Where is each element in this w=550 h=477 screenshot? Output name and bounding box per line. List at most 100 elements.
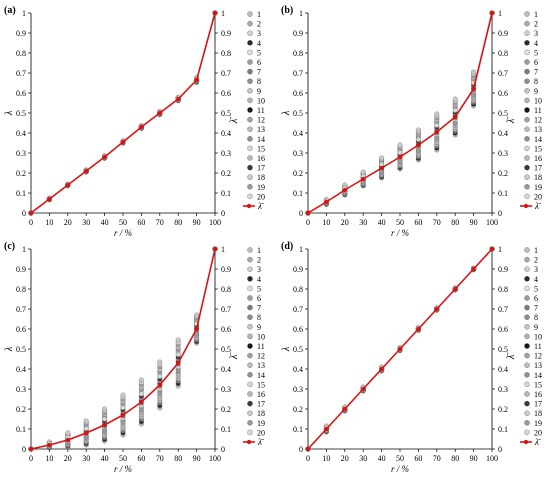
mean-point	[28, 446, 34, 452]
data-point	[102, 406, 108, 412]
y2-tick-label: 0	[498, 209, 502, 218]
y-tick-label: 0.8	[16, 285, 26, 294]
legend-label: 2	[534, 20, 538, 29]
y-tick-label: 0.6	[16, 325, 26, 334]
legend-marker	[247, 333, 253, 340]
mean-point	[28, 210, 34, 216]
y-tick-label: 0.9	[293, 29, 303, 38]
legend-marker	[247, 126, 253, 132]
y-tick-label: 0.5	[293, 345, 303, 354]
legend-marker	[524, 333, 530, 340]
data-point	[397, 158, 403, 164]
y2-tick-label: 1	[498, 245, 502, 254]
mean-point	[176, 360, 181, 366]
data-point	[397, 150, 403, 156]
y2-tick-label: 0.8	[221, 49, 231, 58]
legend-label: 20	[257, 192, 265, 201]
legend-marker	[524, 40, 530, 46]
legend-marker	[247, 410, 253, 416]
data-point	[452, 121, 458, 127]
y2-tick-label: 0.3	[498, 385, 508, 394]
mean-point	[434, 129, 439, 135]
legend-marker	[247, 304, 253, 311]
x-tick-label: 70	[433, 218, 441, 227]
mean-point	[212, 246, 218, 252]
y2-tick-label: 0.1	[221, 425, 231, 434]
legend-marker	[524, 184, 530, 190]
y-tick-label: 0.5	[16, 109, 26, 118]
legend-label: 14	[534, 135, 542, 144]
mean-point	[471, 266, 476, 272]
legend-label: 2	[257, 256, 261, 265]
data-point	[138, 391, 144, 397]
y2-tick-label: 0.7	[221, 305, 231, 314]
y2-tick-label: 0.3	[498, 149, 508, 158]
legend-label: 17	[257, 400, 265, 409]
legend-label: 16	[257, 154, 265, 163]
mean-point	[139, 399, 144, 405]
legend-marker	[524, 362, 530, 368]
legend-marker	[247, 391, 253, 397]
data-point	[83, 434, 89, 440]
legend-label: 16	[534, 390, 542, 399]
legend-marker	[247, 155, 253, 161]
y-tick-label: 0.8	[293, 285, 303, 294]
x-tick-label: 40	[378, 454, 386, 463]
legend-label: 18	[534, 409, 542, 418]
legend-label: 1	[257, 246, 261, 255]
y2-tick-label: 0.6	[498, 89, 508, 98]
legend-label: 4	[257, 275, 261, 284]
legend-marker	[524, 304, 530, 311]
legend-marker	[247, 107, 253, 113]
legend-label: 11	[257, 342, 265, 351]
legend-marker	[524, 30, 530, 36]
legend-marker	[247, 285, 253, 292]
mean-point	[84, 168, 89, 174]
x-tick-label: 30	[359, 454, 367, 463]
data-point	[452, 107, 458, 113]
mean-line	[30, 12, 216, 214]
legend-marker	[524, 276, 530, 282]
mean-point	[453, 114, 458, 120]
legend-marker	[247, 174, 253, 180]
legend-marker	[524, 126, 530, 132]
legend-marker	[247, 362, 253, 368]
y2-tick-label: 0.1	[498, 189, 508, 198]
x-tick-label: 30	[82, 454, 90, 463]
legend-label: 4	[534, 39, 538, 48]
y2-axis-label: λ̄	[506, 352, 517, 360]
legend-label: 7	[534, 304, 538, 313]
data-point	[471, 92, 477, 98]
x-tick-label: 60	[137, 454, 145, 463]
legend-marker	[524, 429, 530, 436]
legend-marker	[524, 420, 530, 426]
y-axis-label: λ	[281, 110, 292, 116]
y2-axis-label: λ̄	[229, 116, 240, 124]
data-point	[65, 430, 71, 436]
x-axis-label: r / %	[114, 464, 132, 474]
mean-point	[157, 382, 162, 388]
legend-marker	[247, 97, 253, 104]
y-tick-label: 0.1	[293, 425, 303, 434]
legend-marker	[247, 314, 253, 320]
legend-marker	[247, 78, 253, 84]
legend-label: 3	[257, 29, 261, 38]
y-tick-label: 0.1	[16, 425, 26, 434]
mean-point	[416, 326, 421, 332]
y-tick-label: 0	[299, 445, 303, 454]
y-tick-label: 0.7	[293, 69, 303, 78]
mean-point	[361, 176, 366, 182]
legend-label: 11	[257, 106, 265, 115]
mean-point	[102, 154, 107, 160]
y2-tick-label: 0.6	[221, 325, 231, 334]
y2-tick-label: 0.7	[498, 305, 508, 314]
data-point	[452, 96, 458, 102]
mean-point	[157, 110, 162, 116]
mean-point	[84, 430, 89, 436]
legend-marker	[524, 372, 530, 378]
y-tick-label: 0.3	[293, 149, 303, 158]
legend-marker	[524, 59, 530, 65]
x-tick-label: 30	[359, 218, 367, 227]
y-axis-label: λ	[4, 110, 15, 116]
data-point	[83, 426, 89, 432]
